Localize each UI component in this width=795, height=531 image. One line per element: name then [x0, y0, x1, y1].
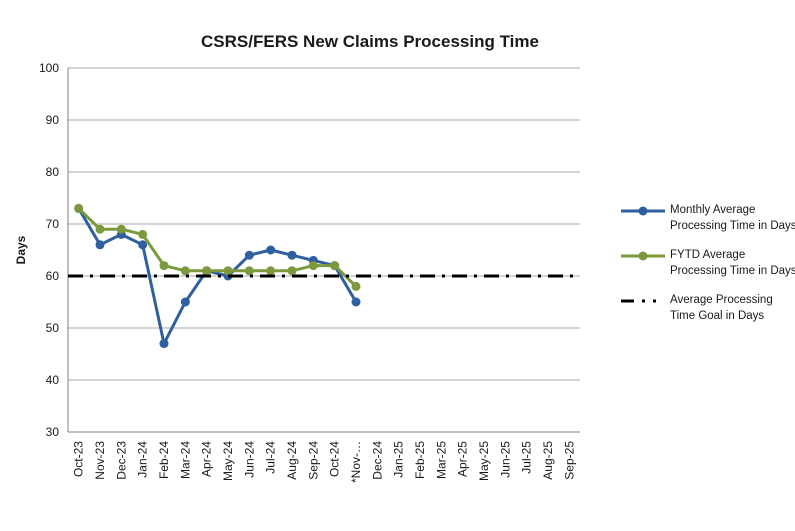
y-tick-label: 30: [46, 425, 60, 439]
fytd-series-data-point: [308, 261, 318, 271]
x-tick-label: Mar-25: [434, 441, 448, 479]
x-tick-label: Jul-24: [264, 441, 278, 474]
x-tick-label: Aug-25: [541, 441, 555, 480]
fytd-series-data-point: [202, 266, 212, 276]
x-tick-label: Sep-24: [306, 441, 320, 480]
x-tick-label: Apr-24: [200, 441, 214, 477]
legend-label-line: Time Goal in Days: [670, 309, 765, 322]
legend: Monthly Average Processing Time in Days …: [620, 203, 795, 324]
monthly-series-swatch-icon: [621, 206, 665, 216]
legend-marker-sample: [638, 251, 648, 261]
x-tick-label: Mar-24: [178, 441, 192, 479]
y-tick-label: 40: [46, 373, 60, 387]
x-tick-label: Jan-25: [392, 441, 406, 478]
x-tick-label: Feb-25: [413, 441, 427, 479]
legend-label-line: Average Processing: [670, 294, 773, 306]
x-tick-label: Sep-25: [562, 441, 576, 480]
goal-line-swatch-icon: [621, 299, 666, 303]
legend-marker-sample: [638, 206, 648, 216]
x-tick-label: Oct-23: [72, 441, 86, 477]
fytd-series-data-point: [138, 229, 148, 239]
legend-label-line: Processing Time in Days: [670, 219, 795, 232]
monthly-series-data-point: [266, 245, 276, 255]
monthly-series-data-point: [180, 297, 190, 307]
fytd-series-data-point: [95, 224, 105, 234]
x-tick-label: Dec-24: [370, 441, 384, 480]
monthly-series-data-point: [287, 250, 297, 260]
fytd-series-data-point: [266, 266, 276, 276]
monthly-series-data-point: [95, 240, 105, 250]
legend-item-goal: Average Processing Time Goal in Days: [620, 293, 795, 324]
x-tick-label: May-25: [477, 441, 491, 481]
fytd-series-data-point: [287, 266, 297, 276]
y-tick-label: 60: [46, 269, 60, 283]
legend-item-monthly: Monthly Average Processing Time in Days: [620, 203, 795, 234]
x-tick-label: Aug-24: [285, 441, 299, 480]
fytd-series-swatch-icon: [621, 251, 665, 261]
fytd-series-data-point: [330, 261, 340, 271]
x-tick-label: Jun-25: [498, 441, 512, 478]
x-tick-label: Oct-24: [328, 441, 342, 477]
monthly-series-data-point: [244, 250, 254, 260]
x-tick-label: Feb-24: [157, 441, 171, 479]
monthly-series-data-point: [351, 297, 361, 307]
legend-label-line: Monthly Average: [670, 204, 756, 216]
x-tick-label: Jul-25: [520, 441, 534, 474]
y-tick-label: 50: [46, 321, 60, 335]
monthly-series-data-point: [159, 339, 169, 349]
x-tick-label: Dec-23: [114, 441, 128, 480]
x-tick-label: Jun-24: [242, 441, 256, 478]
legend-label-monthly: Monthly Average Processing Time in Days: [670, 203, 795, 234]
legend-label-line: Processing Time in Days: [670, 264, 795, 277]
y-tick-label: 70: [46, 217, 60, 231]
y-tick-label: 90: [46, 113, 60, 127]
fytd-series-data-point: [180, 266, 190, 276]
fytd-series-data-point: [159, 261, 169, 271]
fytd-series-data-point: [223, 266, 233, 276]
legend-label-fytd: FYTD Average Processing Time in Days: [670, 248, 795, 279]
x-tick-label: Nov-23: [93, 441, 107, 480]
fytd-series-data-point: [74, 203, 84, 213]
y-tick-label: 80: [46, 165, 60, 179]
legend-label-goal: Average Processing Time Goal in Days: [670, 293, 773, 324]
fytd-series-data-point: [244, 266, 254, 276]
x-tick-label: Apr-25: [456, 441, 470, 477]
chart-title: CSRS/FERS New Claims Processing Time: [201, 32, 539, 51]
legend-label-line: FYTD Average: [670, 249, 746, 261]
x-tick-label: *Nov-…: [349, 441, 363, 483]
monthly-series-data-point: [138, 240, 148, 250]
legend-item-fytd: FYTD Average Processing Time in Days: [620, 248, 795, 279]
y-axis-title: Days: [14, 235, 28, 265]
fytd-series-data-point: [351, 281, 361, 291]
y-tick-label: 100: [39, 61, 59, 75]
fytd-series-data-point: [116, 224, 126, 234]
x-tick-label: Jan-24: [136, 441, 150, 478]
x-tick-label: May-24: [221, 441, 235, 481]
